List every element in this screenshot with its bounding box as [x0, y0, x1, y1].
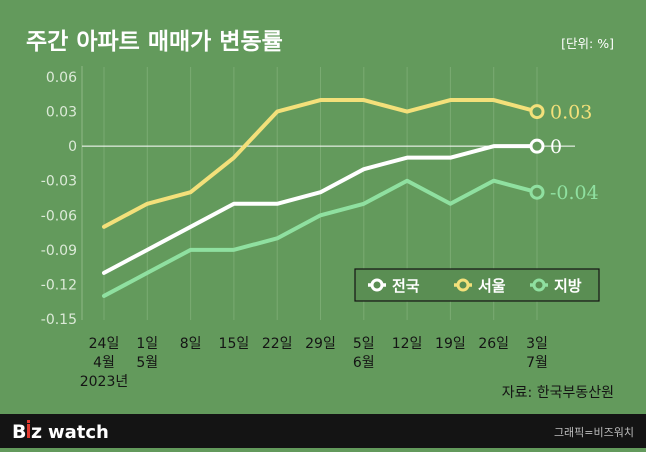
- end-value-label: 0: [550, 136, 562, 158]
- series-line-지방: [102, 178, 539, 298]
- series-line-전국: [102, 144, 539, 275]
- end-marker-지방: [529, 184, 545, 200]
- y-tick-label: -0.12: [41, 277, 77, 293]
- logo-b: B: [12, 421, 26, 443]
- x-tick-label: 19일: [435, 336, 466, 352]
- end-value-label: -0.04: [550, 182, 599, 204]
- footer-bar: B z watch 그래픽=비즈워치: [0, 414, 646, 448]
- logo-z: z: [31, 421, 42, 443]
- x-tick-label: 6월: [353, 355, 375, 371]
- end-marker-서울: [529, 104, 545, 120]
- y-tick-label: 0.03: [46, 105, 77, 121]
- series-line-서울: [102, 98, 539, 229]
- legend-box: [354, 268, 600, 302]
- x-tick-label: 2023년: [80, 374, 129, 390]
- unit-label: [단위: %]: [561, 36, 614, 51]
- x-tick-label: 1일: [136, 336, 158, 352]
- y-tick-label: -0.03: [41, 174, 77, 190]
- legend-swatch-marker: [456, 278, 470, 292]
- y-tick-label: -0.06: [41, 208, 77, 224]
- x-tick-label: 12일: [392, 336, 423, 352]
- legend-swatch-marker: [370, 278, 384, 292]
- x-tick-label: 24일: [89, 336, 120, 352]
- x-tick-label: 8일: [180, 336, 202, 352]
- x-tick-label: 22일: [262, 336, 293, 352]
- x-tick-label: 15일: [219, 336, 250, 352]
- end-value-label: 0.03: [550, 102, 592, 124]
- bizwatch-logo: B z watch: [12, 420, 109, 443]
- x-tick-label: 5일: [353, 336, 375, 352]
- x-tick-label: 29일: [305, 336, 336, 352]
- legend: 전국 서울 지방: [354, 268, 600, 302]
- x-tick-label: 3일: [526, 336, 548, 352]
- logo-i-bar: [27, 424, 30, 438]
- x-tick-label: 26일: [478, 336, 509, 352]
- logo-i-dot: [27, 420, 30, 423]
- x-tick-label: 5월: [136, 355, 158, 371]
- source-label: 자료: 한국부동산원: [502, 385, 614, 401]
- legend-label: 지방: [554, 277, 582, 295]
- y-tick-label: -0.15: [41, 312, 77, 328]
- x-tick-label: 7월: [526, 355, 548, 371]
- graphic-credit: 그래픽=비즈워치: [554, 426, 634, 439]
- end-marker-전국: [529, 138, 545, 154]
- chart-title: 주간 아파트 매매가 변동률: [26, 29, 283, 55]
- x-tick-label: 4월: [93, 355, 115, 371]
- legend-label: 서울: [478, 277, 506, 295]
- y-tick-label: -0.09: [41, 243, 77, 259]
- legend-swatch-marker: [532, 278, 546, 292]
- y-tick-label: 0: [68, 139, 77, 155]
- legend-label: 전국: [392, 277, 420, 295]
- y-tick-label: 0.06: [46, 70, 77, 86]
- logo-watch: watch: [48, 422, 109, 443]
